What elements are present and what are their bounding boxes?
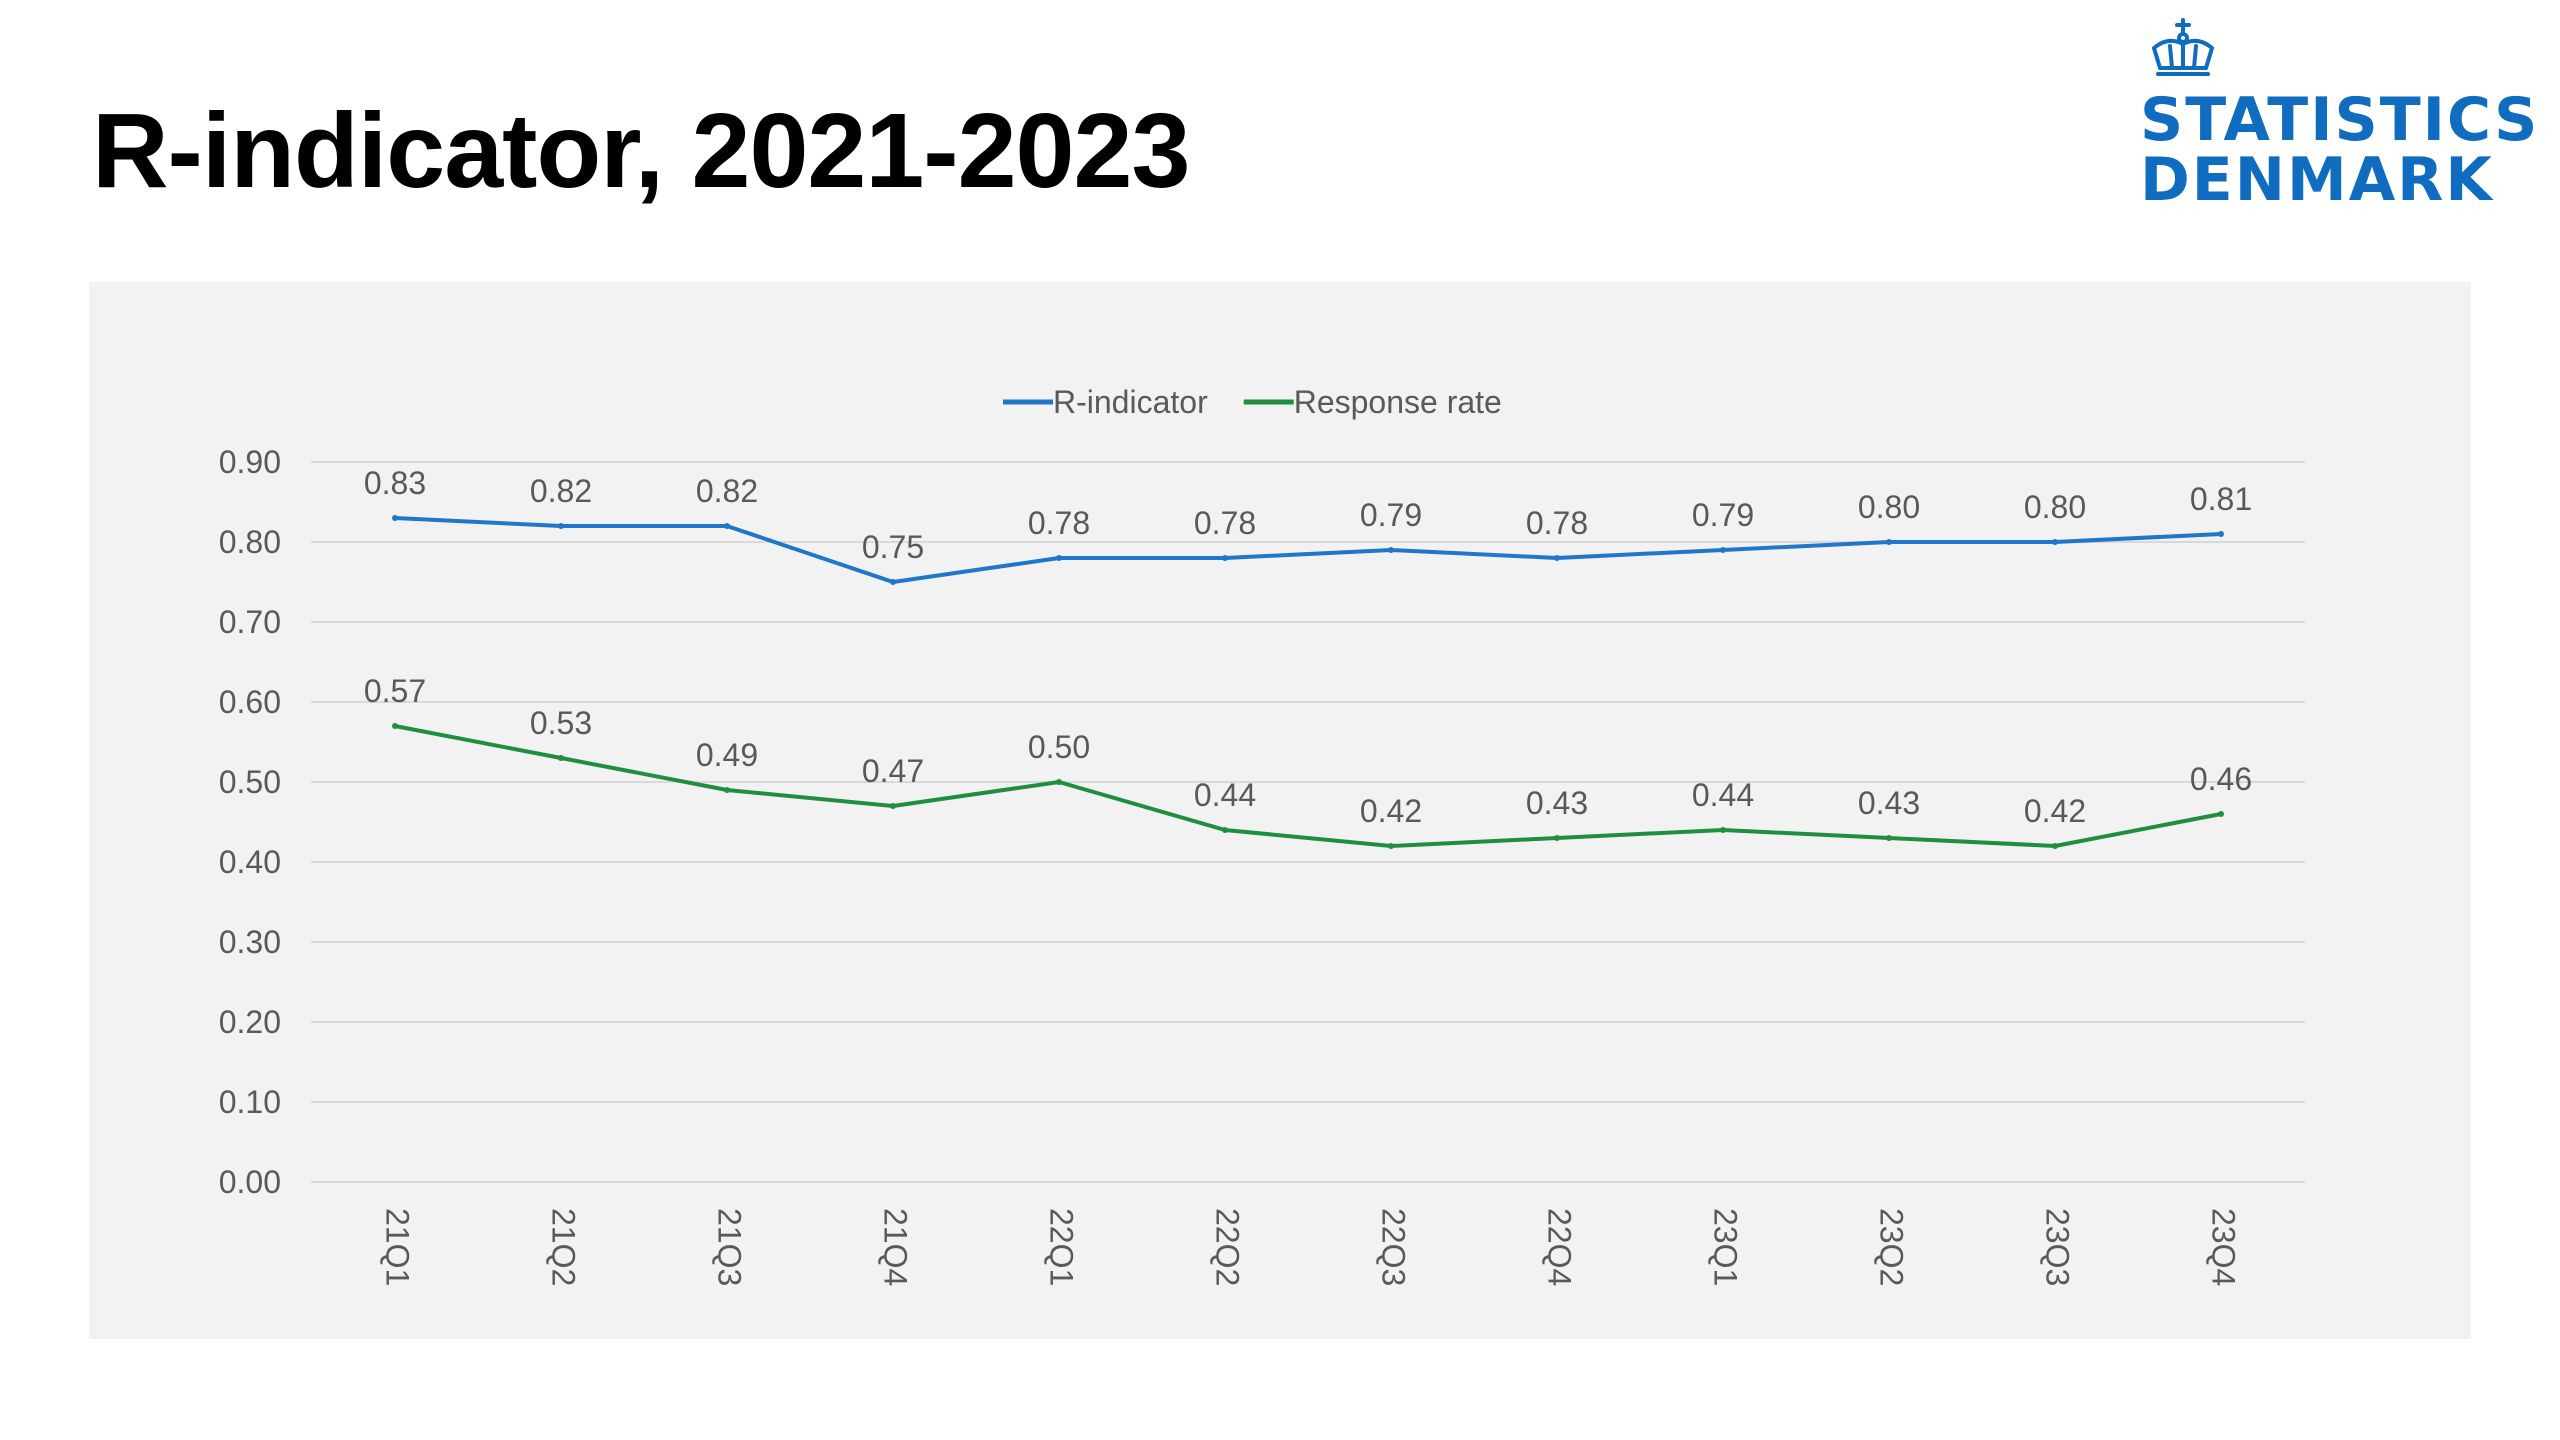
- data-point: [1720, 547, 1726, 553]
- x-tick-label: 23Q4: [2206, 1208, 2242, 1286]
- data-point: [1720, 827, 1726, 833]
- x-tick-label: 22Q1: [1044, 1208, 1080, 1286]
- y-tick-label: 0.20: [219, 1004, 281, 1040]
- data-label: 0.50: [1028, 729, 1090, 765]
- data-label: 0.79: [1692, 497, 1754, 533]
- y-tick-label: 0.90: [219, 444, 281, 480]
- y-tick-label: 0.00: [219, 1164, 281, 1200]
- legend-label: R-indicator: [1053, 384, 1208, 420]
- legend: R-indicator Response rate: [1003, 384, 1502, 420]
- data-label: 0.57: [364, 673, 426, 709]
- x-tick-label: 22Q4: [1542, 1208, 1578, 1286]
- y-tick-label: 0.60: [219, 684, 281, 720]
- series-line-r-indicator: [393, 516, 2223, 584]
- data-labels: 0.83 0.82 0.82 0.75 0.78 0.78 0.79 0.78 0.79 0.80…: [364, 465, 2252, 829]
- x-tick-label: 21Q1: [380, 1208, 416, 1286]
- data-point: [890, 803, 896, 809]
- data-point: [1222, 827, 1228, 833]
- statistics-denmark-logo: STATISTICS DENMARK: [2140, 18, 2537, 215]
- data-point: [1388, 547, 1394, 553]
- data-label: 0.43: [1858, 785, 1920, 821]
- data-point: [1056, 779, 1062, 785]
- data-point: [1886, 539, 1892, 545]
- series-line-response-rate: [393, 724, 2223, 848]
- data-label: 0.44: [1692, 777, 1754, 813]
- data-label: 0.42: [1360, 793, 1422, 829]
- data-label: 0.80: [1858, 489, 1920, 525]
- y-tick-label: 0.80: [219, 524, 281, 560]
- slide-title: R-indicator, 2021-2023: [92, 92, 1190, 210]
- data-label: 0.75: [862, 529, 924, 565]
- x-tick-label: 21Q2: [546, 1208, 582, 1286]
- y-tick-label: 0.40: [219, 844, 281, 880]
- data-point: [1554, 835, 1560, 841]
- data-label: 0.47: [862, 753, 924, 789]
- x-axis-tick-labels: 21Q1 21Q2 21Q3 21Q4 22Q1 22Q2 22Q3 22Q4 23Q1 23Q2…: [380, 1208, 2242, 1286]
- x-tick-label: 23Q3: [2040, 1208, 2076, 1286]
- data-label: 0.78: [1028, 505, 1090, 541]
- crown-icon: [2152, 18, 2214, 76]
- data-label: 0.44: [1194, 777, 1256, 813]
- logo-text-line2: DENMARK: [2140, 145, 2494, 215]
- data-label: 0.78: [1526, 505, 1588, 541]
- data-label: 0.82: [530, 473, 592, 509]
- data-point: [2052, 843, 2058, 849]
- logo-text-line1: STATISTICS: [2140, 85, 2540, 155]
- x-tick-label: 22Q2: [1210, 1208, 1246, 1286]
- y-tick-label: 0.50: [219, 764, 281, 800]
- data-point: [392, 723, 398, 729]
- data-point: [1222, 555, 1228, 561]
- x-tick-label: 22Q3: [1376, 1208, 1412, 1286]
- x-tick-label: 23Q1: [1708, 1208, 1744, 1286]
- line-chart: 0.00 0.10 0.20 0.30 0.40 0.50 0.60 0.70 0.80 0.90…: [219, 384, 2305, 1286]
- y-tick-label: 0.70: [219, 604, 281, 640]
- chart-panel: 0.00 0.10 0.20 0.30 0.40 0.50 0.60 0.70 0.80 0.90…: [89, 282, 2471, 1339]
- data-label: 0.83: [364, 465, 426, 501]
- data-point: [1388, 843, 1394, 849]
- data-point: [2052, 539, 2058, 545]
- x-tick-label: 23Q2: [1874, 1208, 1910, 1286]
- x-tick-label: 21Q4: [878, 1208, 914, 1286]
- y-tick-label: 0.30: [219, 924, 281, 960]
- y-axis-tick-labels: 0.00 0.10 0.20 0.30 0.40 0.50 0.60 0.70 0.80 0.90: [219, 444, 281, 1200]
- data-label: 0.81: [2190, 481, 2252, 517]
- data-point: [2218, 811, 2224, 817]
- data-label: 0.80: [2024, 489, 2086, 525]
- data-label: 0.79: [1360, 497, 1422, 533]
- legend-label: Response rate: [1294, 384, 1502, 420]
- gridlines: [311, 461, 2305, 1183]
- data-label: 0.46: [2190, 761, 2252, 797]
- data-point: [724, 787, 730, 793]
- data-point: [558, 523, 564, 529]
- data-point: [558, 755, 564, 761]
- data-point: [890, 579, 896, 585]
- data-label: 0.53: [530, 705, 592, 741]
- data-point: [1886, 835, 1892, 841]
- data-point: [1554, 555, 1560, 561]
- data-label: 0.49: [696, 737, 758, 773]
- data-label: 0.82: [696, 473, 758, 509]
- data-label: 0.42: [2024, 793, 2086, 829]
- data-label: 0.43: [1526, 785, 1588, 821]
- y-tick-label: 0.10: [219, 1084, 281, 1120]
- data-point: [2218, 531, 2224, 537]
- data-point: [1056, 555, 1062, 561]
- data-point: [724, 523, 730, 529]
- series-lines: [392, 515, 2224, 849]
- data-label: 0.78: [1194, 505, 1256, 541]
- data-point: [392, 515, 398, 521]
- x-tick-label: 21Q3: [712, 1208, 748, 1286]
